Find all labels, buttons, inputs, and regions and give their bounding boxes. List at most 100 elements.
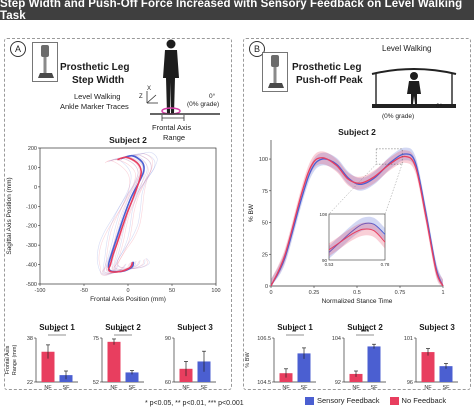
significance-marker: * (294, 329, 297, 336)
trajectory-trace (113, 155, 149, 271)
bar-y-tick-label: 38 (27, 336, 33, 342)
bar-chart-a-subject2: Subject 2 52 75 NF SF *** (93, 323, 144, 391)
y-tick-label: -500 (26, 282, 37, 288)
y-tick-label: 75 (262, 189, 268, 195)
panel-b-badge: B (249, 41, 265, 57)
bar-y-tick-label: 92 (335, 380, 341, 386)
bar-y-tick-label: 104 (332, 336, 341, 342)
inset-line (328, 228, 386, 251)
bar-ylabel: Frontal Axis (5, 345, 11, 374)
panel-a-grade-note: (0% grade) (187, 101, 220, 108)
y-tick-label: 100 (28, 165, 37, 171)
bar-category-label: SF (300, 385, 308, 391)
panel-a-heading-line1: Prosthetic Leg (60, 62, 130, 73)
legend-swatch-sf (305, 396, 314, 405)
bar-sf (439, 366, 453, 382)
force-line-sf (270, 153, 444, 287)
panel-a-sub-line1: Level Walking (74, 92, 121, 101)
bar-chart-b-subject2: Subject 2 92 104 NF SF *** (332, 323, 386, 391)
x-tick-label: -50 (80, 288, 88, 294)
trajectory-trace (96, 158, 132, 276)
bar-sf (125, 372, 139, 382)
inset-y-tick-label: 108 (319, 212, 327, 217)
trajectory-trace (102, 157, 139, 275)
bar-y-tick-label: 106.5 (257, 336, 271, 342)
bar-category-label: SF (442, 385, 450, 391)
bar-category-label: NF (424, 385, 432, 391)
bar-chart-b-subject1: Subject 1 104.5 106.5 % BW NF SF * (245, 323, 316, 391)
bar-category-label: NF (44, 385, 52, 391)
floor-line (150, 113, 220, 115)
trajectory-ylabel: Sagittal Axis Position (mm) (6, 177, 13, 254)
bar-y-tick-label: 22 (27, 380, 33, 386)
bar-title: Subject 1 (277, 323, 313, 332)
trajectory-xlabel: Frontal Axis Position (mm) (90, 296, 166, 303)
significance-marker: *** (361, 329, 369, 336)
treadmill-icon (371, 68, 457, 108)
inset-x-tick-label: 0.53 (325, 262, 334, 267)
y-tick-label: -100 (26, 204, 37, 210)
x-tick-label: 1 (441, 290, 444, 296)
panel-a-grade: 0° (209, 93, 216, 100)
significance-marker: ** (54, 329, 60, 336)
x-tick-label: 0.75 (395, 290, 406, 296)
walking-person-icon (161, 39, 181, 115)
inset-frame (328, 213, 386, 261)
x-tick-label: 50 (169, 288, 175, 294)
trajectory-trace (114, 153, 156, 270)
bar-y-tick-label: 60 (165, 380, 171, 386)
bar-category-label: NF (182, 385, 190, 391)
bar-y-tick-label: 52 (93, 380, 99, 386)
bar-nf (421, 352, 435, 382)
panel-b-grade-note: (0% grade) (382, 113, 415, 120)
bar-nf (41, 351, 55, 382)
bar-title: Subject 3 (419, 323, 455, 332)
bar-chart-b-subject3: Subject 3 96 101 NF SF (404, 323, 458, 391)
legend-label-nf: No Feedback (401, 396, 447, 405)
bar-title: Subject 3 (177, 323, 213, 332)
bar-y-tick-label: 75 (93, 336, 99, 342)
trajectory-mean-nf (107, 156, 143, 273)
axis-x-glyph: X (147, 86, 152, 92)
force-chart: Subject 2 0 0.25 0.5 0.75 1 0 25 50 75 100 Normaliz… (248, 127, 445, 305)
force-ylabel: % BW (248, 203, 255, 222)
panel-b (243, 38, 471, 390)
force-title: Subject 2 (338, 127, 376, 137)
y-tick-label: -300 (26, 243, 37, 249)
trajectory-trace (103, 158, 139, 274)
y-tick-label: 100 (259, 157, 268, 163)
bar-category-label: NF (282, 385, 290, 391)
range-label-line2: Range (163, 133, 186, 142)
panel-b-heading-line1: Prosthetic Leg (292, 62, 362, 73)
y-tick-label: 50 (262, 221, 268, 227)
force-zoom-marker (375, 148, 403, 165)
bar-y-tick-label: 96 (407, 380, 413, 386)
bar-category-label: NF (110, 385, 118, 391)
inset-x-tick-label: 0.78 (381, 262, 390, 267)
panel-b-heading-line2: Push-off Peak (296, 75, 363, 86)
panel-a-heading-line2: Step Width (72, 75, 125, 86)
trajectory-trace (116, 151, 158, 269)
force-band-nf (271, 150, 443, 286)
bar-title: Subject 2 (105, 323, 141, 332)
panel-a-sub-line2: Ankle Marker Traces (60, 102, 129, 111)
trajectory-title: Subject 2 (109, 135, 147, 145)
bar-category-label: SF (128, 385, 136, 391)
x-tick-label: 0.25 (309, 290, 320, 296)
bar-category-label: SF (62, 385, 70, 391)
trajectory-trace (117, 153, 153, 269)
range-label-line1: Frontal Axis (152, 123, 192, 132)
x-tick-label: 0 (126, 288, 129, 294)
bar-sf (297, 353, 311, 382)
bar-nf (107, 341, 121, 382)
force-line-nf (270, 155, 444, 287)
y-tick-label: -400 (26, 263, 37, 269)
panel-b-grade: 0° (436, 103, 443, 110)
inset-band (329, 216, 385, 259)
bar-category-label: SF (370, 385, 378, 391)
y-tick-label: 0 (265, 284, 268, 290)
bar-title: Subject 2 (347, 323, 383, 332)
bar-category-label: NF (352, 385, 360, 391)
bar-nf (349, 373, 363, 382)
trajectory-chart: Subject 2-100 -50 0 50 100-500-400-300-200-1… (6, 135, 221, 303)
